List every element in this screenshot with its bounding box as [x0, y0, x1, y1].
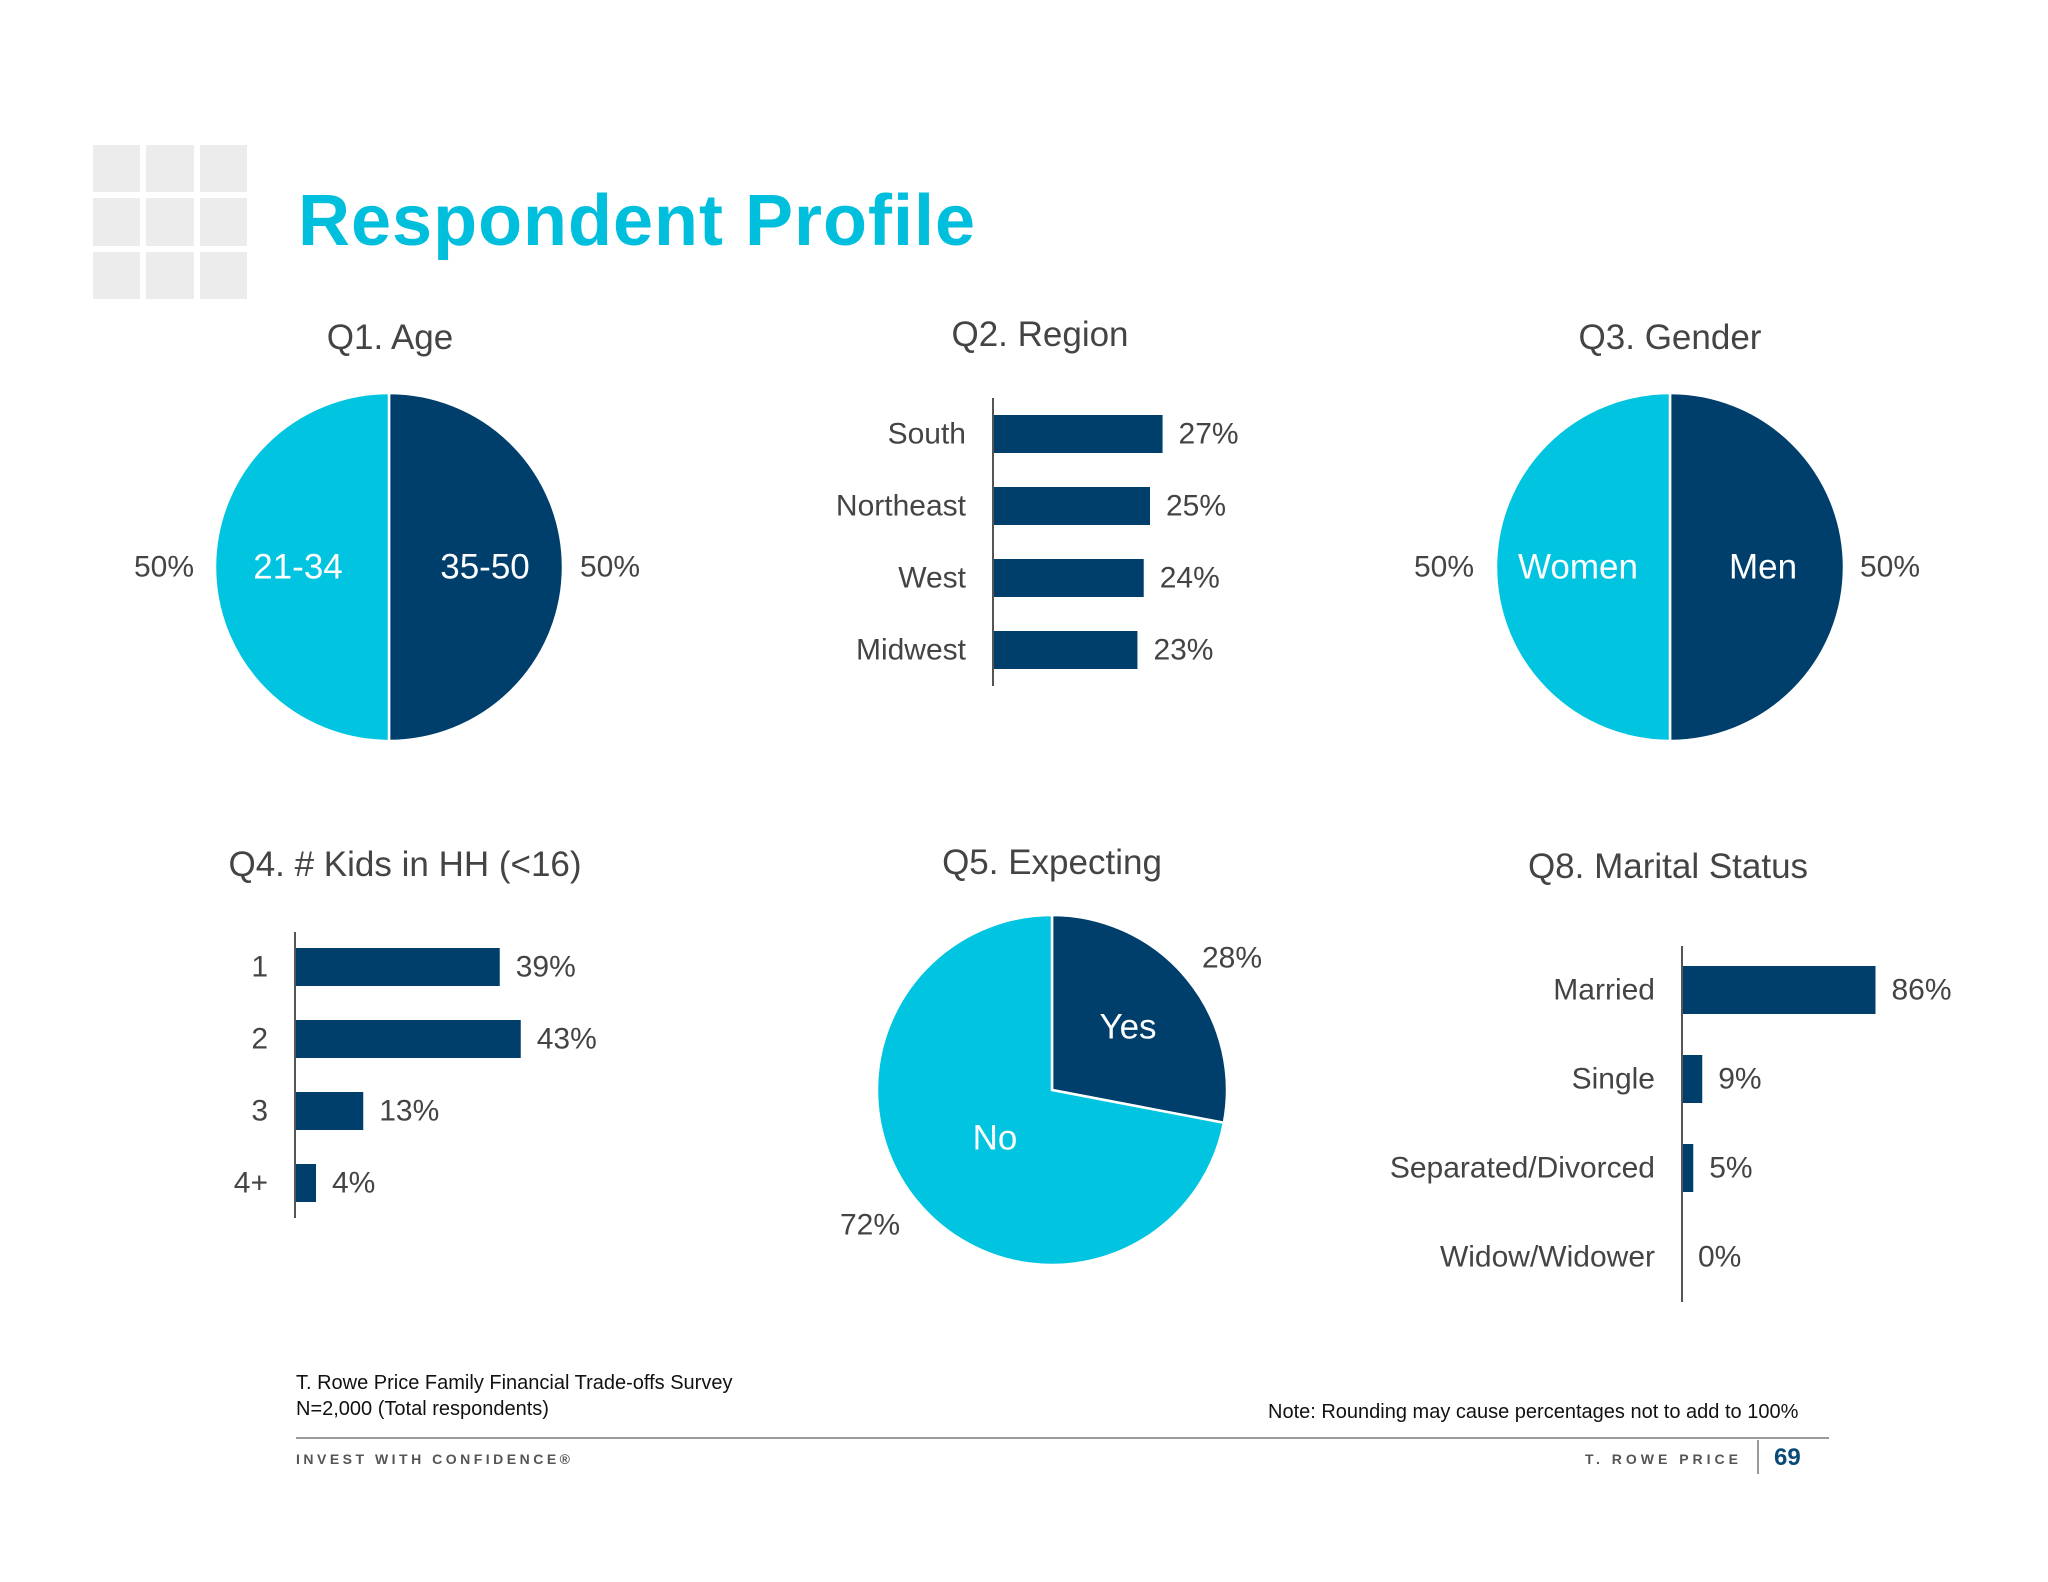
pie-slice-q5-1	[875, 913, 1226, 1267]
bar-chart-q2	[992, 398, 1163, 686]
slice-label-q5-1: No	[973, 1119, 1018, 1158]
bar-value-label-q8-3: 0%	[1698, 1241, 1741, 1274]
bar-value-label-q8-2: 5%	[1709, 1152, 1752, 1185]
page-number: 69	[1774, 1444, 1801, 1471]
value-label-q3-1: 50%	[1414, 551, 1474, 584]
bar-value-label-q8-1: 9%	[1718, 1063, 1761, 1096]
bar-q4-1	[295, 1020, 521, 1058]
bar-value-label-q2-1: 25%	[1166, 490, 1226, 523]
category-label-q8-1: Single	[1572, 1063, 1655, 1096]
category-label-q2-3: Midwest	[856, 634, 967, 667]
logo-grid-icon	[93, 145, 247, 299]
footer-divider	[296, 1437, 1829, 1439]
pie-q3	[1494, 391, 1846, 743]
bar-q8-2	[1682, 1144, 1694, 1192]
bar-q8-0	[1682, 966, 1876, 1014]
category-label-q2-0: South	[888, 418, 966, 451]
slice-label-q1-0: 35-50	[440, 548, 530, 587]
pie-slice-q3-1	[1494, 391, 1672, 743]
bar-q8-1	[1682, 1055, 1703, 1103]
footer-tagline: INVEST WITH CONFIDENCE®	[296, 1451, 574, 1467]
page-number-divider	[1757, 1440, 1759, 1474]
pie-slice-q5-0	[1050, 913, 1229, 1125]
slice-label-q3-1: Women	[1518, 548, 1638, 587]
category-label-q8-2: Separated/Divorced	[1390, 1152, 1655, 1185]
footer-note: Note: Rounding may cause percentages not…	[1268, 1401, 1799, 1423]
bar-value-label-q4-3: 4%	[332, 1167, 375, 1200]
category-label-q8-3: Widow/Widower	[1440, 1241, 1655, 1274]
value-label-q1-1: 50%	[134, 551, 194, 584]
pie-slice-q1-0	[387, 391, 565, 743]
slice-label-q1-1: 21-34	[253, 548, 343, 587]
bar-chart-q8	[1681, 946, 1876, 1302]
footer-source: T. Rowe Price Family Financial Trade-off…	[296, 1372, 733, 1394]
bar-value-label-q4-2: 13%	[379, 1095, 439, 1128]
bar-q4-3	[295, 1164, 316, 1202]
pie-slice-q1-1	[213, 391, 391, 743]
value-label-q5-1: 72%	[840, 1209, 900, 1242]
chart-title-q5: Q5. Expecting	[942, 843, 1162, 882]
chart-title-q4: Q4. # Kids in HH (<16)	[228, 845, 582, 884]
chart-title-q1: Q1. Age	[326, 318, 454, 357]
pie-q1	[213, 391, 565, 743]
slice-label-q5-0: Yes	[1099, 1008, 1156, 1047]
value-label-q5-0: 28%	[1202, 942, 1262, 975]
chart-title-q2: Q2. Region	[951, 315, 1129, 354]
category-label-q4-2: 3	[251, 1095, 268, 1128]
category-label-q2-2: West	[898, 562, 966, 595]
bar-q4-0	[295, 948, 500, 986]
page-title: Respondent Profile	[298, 181, 977, 261]
bar-value-label-q2-3: 23%	[1153, 634, 1213, 667]
category-label-q4-1: 2	[251, 1023, 268, 1056]
value-label-q1-0: 50%	[580, 551, 640, 584]
bar-value-label-q2-2: 24%	[1160, 562, 1220, 595]
footer-brand: T. ROWE PRICE	[1585, 1451, 1743, 1467]
category-label-q2-1: Northeast	[836, 490, 967, 523]
bar-value-label-q8-0: 86%	[1892, 974, 1952, 1007]
pie-slice-q3-0	[1668, 391, 1846, 743]
bar-q2-2	[993, 559, 1144, 597]
chart-title-q8: Q8. Marital Status	[1527, 847, 1809, 886]
bar-q4-2	[295, 1092, 364, 1130]
bar-q2-1	[993, 487, 1150, 525]
bar-q2-0	[993, 415, 1163, 453]
bar-value-label-q2-0: 27%	[1179, 418, 1239, 451]
slice-label-q3-0: Men	[1729, 548, 1797, 587]
category-label-q8-0: Married	[1553, 974, 1655, 1007]
chart-title-q3: Q3. Gender	[1578, 318, 1762, 357]
bar-value-label-q4-1: 43%	[537, 1023, 597, 1056]
footer-sample: N=2,000 (Total respondents)	[296, 1398, 549, 1420]
category-label-q4-0: 1	[251, 951, 268, 984]
bar-chart-q4	[294, 932, 521, 1218]
value-label-q3-0: 50%	[1860, 551, 1920, 584]
category-label-q4-3: 4+	[234, 1167, 268, 1200]
bar-value-label-q4-0: 39%	[516, 951, 576, 984]
bar-q2-3	[993, 631, 1138, 669]
pie-q5	[875, 913, 1229, 1267]
